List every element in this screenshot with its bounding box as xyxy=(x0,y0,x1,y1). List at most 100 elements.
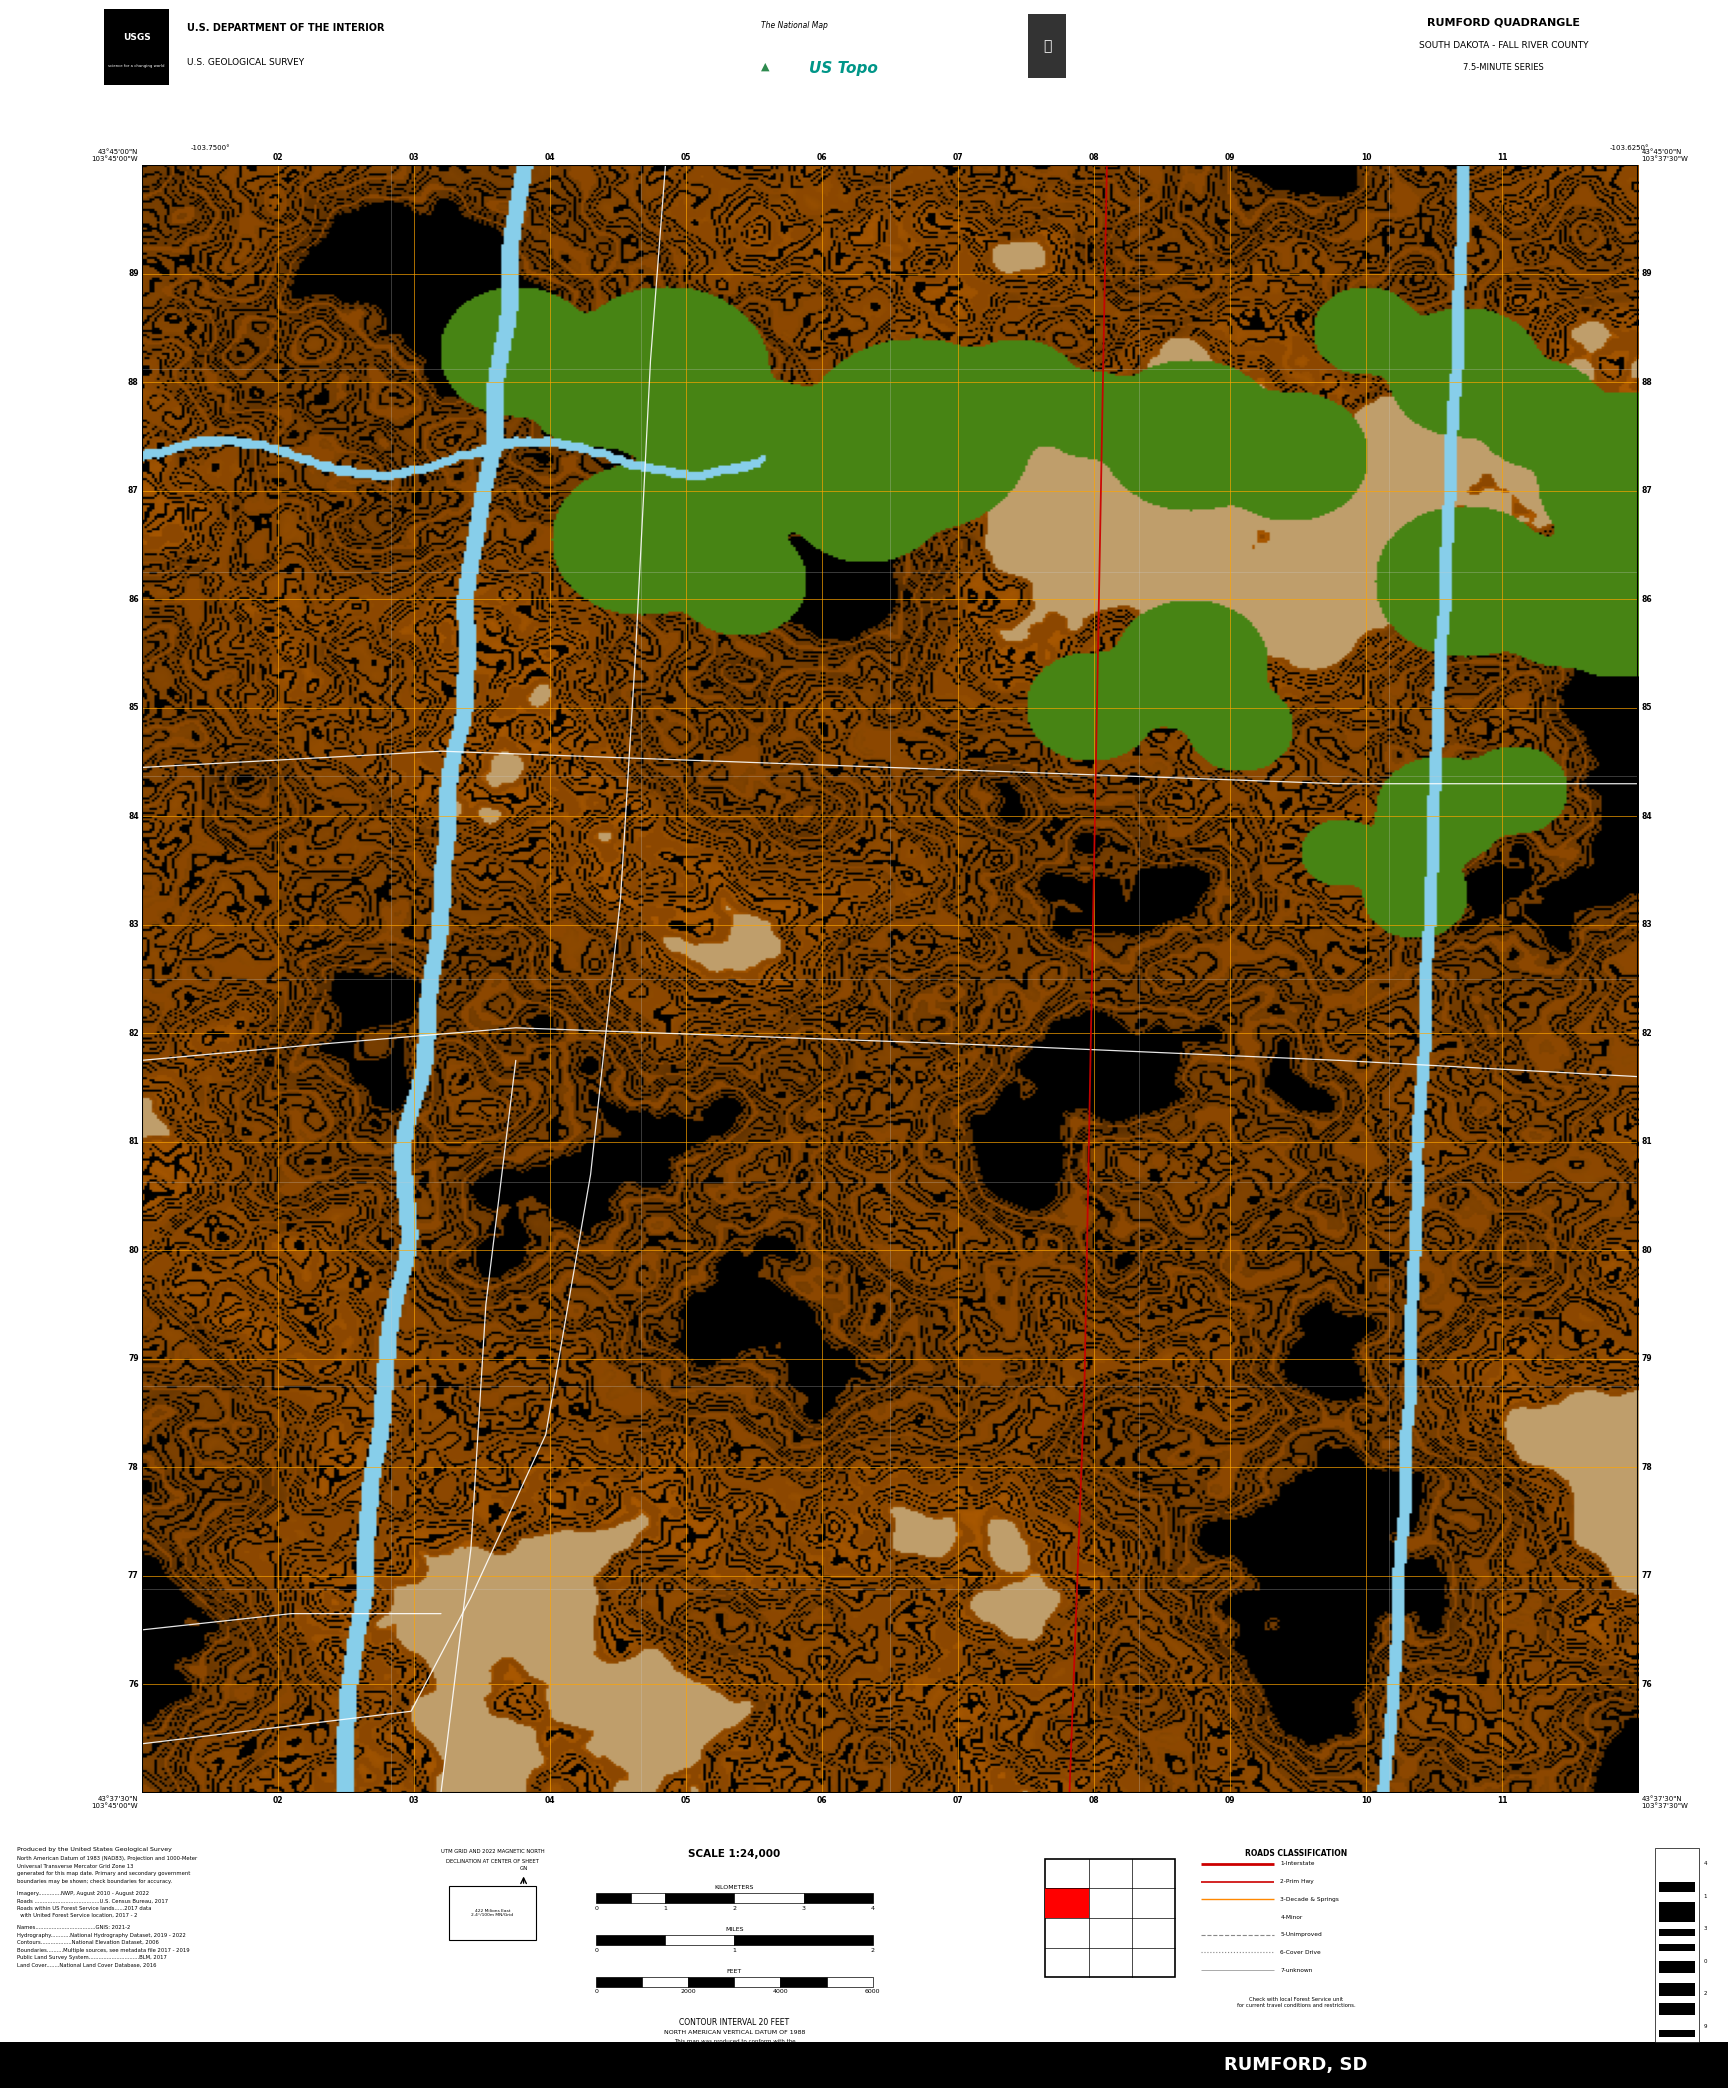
Text: 6-Cover Drive: 6-Cover Drive xyxy=(1280,1950,1322,1954)
Text: 4: 4 xyxy=(1704,1862,1707,1867)
Bar xyxy=(734,1894,804,1904)
Text: 7-unknown: 7-unknown xyxy=(1280,1967,1313,1973)
Bar xyxy=(1659,1944,1695,1952)
Bar xyxy=(1045,1888,1089,1919)
Text: 03: 03 xyxy=(408,1796,418,1804)
Text: 88: 88 xyxy=(128,378,138,386)
Text: 06: 06 xyxy=(817,152,828,163)
Text: Land Cover........National Land Cover Database, 2016: Land Cover........National Land Cover Da… xyxy=(17,1963,157,1967)
Text: 3: 3 xyxy=(802,1906,805,1911)
Bar xyxy=(1659,1973,1695,1984)
Text: U.S. DEPARTMENT OF THE INTERIOR: U.S. DEPARTMENT OF THE INTERIOR xyxy=(187,23,384,33)
Text: -103.6250°: -103.6250° xyxy=(1610,146,1649,150)
Text: 80: 80 xyxy=(128,1247,138,1255)
Bar xyxy=(1659,1902,1695,1921)
Text: 1: 1 xyxy=(733,1948,736,1952)
Text: 83: 83 xyxy=(128,921,138,929)
Text: 1: 1 xyxy=(664,1906,667,1911)
Text: 81: 81 xyxy=(128,1138,138,1146)
Text: 0: 0 xyxy=(1704,1959,1707,1965)
Bar xyxy=(1659,1881,1695,1892)
Text: 6000: 6000 xyxy=(866,1990,880,1994)
Text: SCALE 1:24,000: SCALE 1:24,000 xyxy=(688,1850,781,1858)
Text: 89: 89 xyxy=(1642,269,1652,278)
Text: 09: 09 xyxy=(1225,1796,1236,1804)
Text: 0: 0 xyxy=(594,1990,598,1994)
Text: 1: 1 xyxy=(1704,1894,1707,1898)
Text: 87: 87 xyxy=(128,487,138,495)
Text: 08: 08 xyxy=(1089,152,1099,163)
Bar xyxy=(1659,2015,1695,2030)
Text: DECLINATION AT CENTER OF SHEET: DECLINATION AT CENTER OF SHEET xyxy=(446,1858,539,1865)
Text: 77: 77 xyxy=(128,1570,138,1581)
Text: 4: 4 xyxy=(871,1906,874,1911)
Text: NORTH AMERICAN VERTICAL DATUM OF 1988: NORTH AMERICAN VERTICAL DATUM OF 1988 xyxy=(664,2030,805,2036)
Text: 87: 87 xyxy=(1642,487,1652,495)
Text: 3-Decade & Springs: 3-Decade & Springs xyxy=(1280,1896,1339,1902)
Text: ⛨: ⛨ xyxy=(1044,40,1051,52)
Text: 43°37'30"N
103°37'30"W: 43°37'30"N 103°37'30"W xyxy=(1642,1796,1688,1808)
Bar xyxy=(1659,1892,1695,1902)
Text: 4000: 4000 xyxy=(772,1990,788,1994)
Text: North American Datum of 1983 (NAD83), Projection and 1000-Meter: North American Datum of 1983 (NAD83), Pr… xyxy=(17,1856,197,1860)
Text: SOUTH DAKOTA - FALL RIVER COUNTY: SOUTH DAKOTA - FALL RIVER COUNTY xyxy=(1419,42,1588,50)
Bar xyxy=(449,1885,536,1940)
Bar xyxy=(104,8,169,84)
Text: with United Forest Service location, 2017 - 2: with United Forest Service location, 201… xyxy=(17,1913,138,1919)
Bar xyxy=(688,1977,734,1988)
Text: 81: 81 xyxy=(1642,1138,1652,1146)
Text: RUMFORD QUADRANGLE: RUMFORD QUADRANGLE xyxy=(1427,17,1579,27)
Text: 08: 08 xyxy=(1089,1796,1099,1804)
Text: 2: 2 xyxy=(733,1906,736,1911)
Text: generated for this map date. Primary and secondary government: generated for this map date. Primary and… xyxy=(17,1871,190,1877)
Text: 3: 3 xyxy=(1704,1927,1707,1931)
Text: Boundaries..........Multiple sources, see metadata file 2017 - 2019: Boundaries..........Multiple sources, se… xyxy=(17,1948,190,1952)
Bar xyxy=(596,1936,665,1946)
Text: 78: 78 xyxy=(1642,1464,1652,1472)
Text: 06: 06 xyxy=(817,1796,828,1804)
Bar xyxy=(826,1977,873,1988)
Text: 78: 78 xyxy=(128,1464,138,1472)
Text: 43°45'00"N
103°45'00"W: 43°45'00"N 103°45'00"W xyxy=(92,148,138,163)
Text: 43°37'30"N
103°45'00"W: 43°37'30"N 103°45'00"W xyxy=(92,1796,138,1808)
Text: 85: 85 xyxy=(128,704,138,712)
Text: 03: 03 xyxy=(408,152,418,163)
Bar xyxy=(781,1977,826,1988)
Text: 2000: 2000 xyxy=(681,1990,696,1994)
Text: 2: 2 xyxy=(871,1948,874,1952)
Text: 07: 07 xyxy=(952,152,962,163)
Bar xyxy=(1659,1984,1695,1996)
Bar xyxy=(734,1977,781,1988)
Text: U.S. GEOLOGICAL SURVEY: U.S. GEOLOGICAL SURVEY xyxy=(187,58,304,67)
Bar xyxy=(596,1977,643,1988)
Text: 4-Minor: 4-Minor xyxy=(1280,1915,1303,1919)
Bar xyxy=(804,1894,873,1904)
Text: The National Map: The National Map xyxy=(762,21,828,29)
Text: 79: 79 xyxy=(128,1355,138,1363)
Text: FEET: FEET xyxy=(727,1969,741,1973)
Bar xyxy=(734,1936,873,1946)
Bar xyxy=(1659,1936,1695,1944)
Text: 82: 82 xyxy=(1642,1029,1652,1038)
Text: Universal Transverse Mercator Grid Zone 13: Universal Transverse Mercator Grid Zone … xyxy=(17,1865,133,1869)
Text: GN: GN xyxy=(520,1867,527,1871)
Text: 86: 86 xyxy=(128,595,138,603)
Text: KILOMETERS: KILOMETERS xyxy=(715,1885,753,1890)
Bar xyxy=(665,1936,734,1946)
Text: ROADS CLASSIFICATION: ROADS CLASSIFICATION xyxy=(1244,1850,1348,1858)
Bar xyxy=(1028,15,1066,77)
Text: science for a changing world: science for a changing world xyxy=(109,65,164,67)
Text: 76: 76 xyxy=(1642,1679,1652,1689)
Text: USGS: USGS xyxy=(123,33,150,42)
Text: 10: 10 xyxy=(1362,1796,1372,1804)
Text: 04: 04 xyxy=(544,152,555,163)
Bar xyxy=(631,1894,665,1904)
Text: 2-Prim Hwy: 2-Prim Hwy xyxy=(1280,1879,1315,1883)
Text: 09: 09 xyxy=(1225,152,1236,163)
Text: 7.5-MINUTE SERIES: 7.5-MINUTE SERIES xyxy=(1464,63,1543,73)
Text: 43°45'00"N
103°37'30"W: 43°45'00"N 103°37'30"W xyxy=(1642,148,1688,163)
Text: MILES: MILES xyxy=(726,1927,743,1931)
Bar xyxy=(1045,1858,1175,1977)
Text: boundaries may be shown; check boundaries for accuracy.: boundaries may be shown; check boundarie… xyxy=(17,1879,173,1883)
Bar xyxy=(1659,1867,1695,1881)
